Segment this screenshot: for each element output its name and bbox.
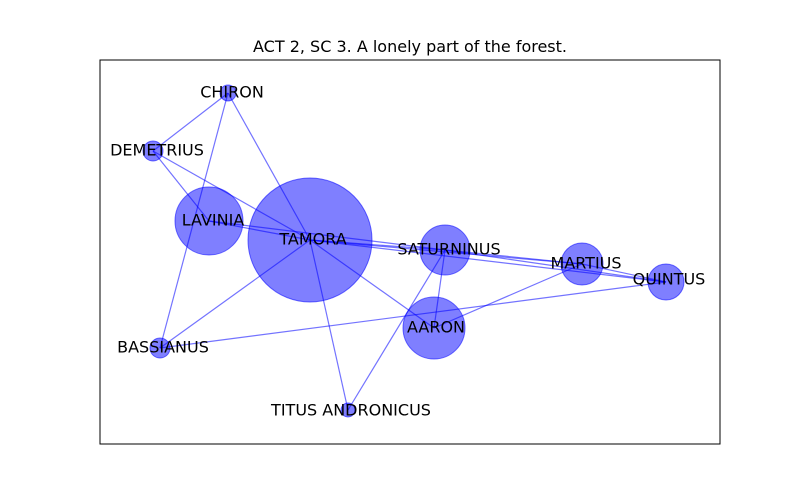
- plot-area: CHIRON DEMETRIUS LAVINIA TAMORA SATURNINUS MA…: [99, 59, 721, 445]
- node-label-bassianus: BASSIANUS: [117, 338, 209, 357]
- node-bassianus: [149, 337, 171, 359]
- node-tamora: [247, 177, 373, 303]
- node-label-saturninus: SATURNINUS: [397, 240, 500, 259]
- edge-saturninus-titus_andronicus: [347, 249, 446, 411]
- node-quintus: [647, 263, 685, 301]
- node-label-chiron: CHIRON: [200, 83, 264, 102]
- node-layer: [142, 84, 685, 418]
- edge-saturninus-quintus: [444, 249, 667, 283]
- label-layer: CHIRON DEMETRIUS LAVINIA TAMORA SATURNINUS MA…: [110, 83, 705, 420]
- node-label-demetrius: DEMETRIUS: [110, 141, 204, 160]
- node-label-quintus: QUINTUS: [633, 270, 706, 289]
- node-label-titus-andronicus: TITUS ANDRONICUS: [270, 401, 431, 420]
- node-aaron: [402, 296, 466, 360]
- node-label-aaron: AARON: [407, 318, 465, 337]
- node-saturninus: [419, 224, 471, 276]
- node-martius: [560, 242, 604, 286]
- edge-chiron-demetrius: [152, 92, 229, 152]
- node-titus-andronicus: [340, 402, 356, 418]
- node-lavinia: [174, 186, 244, 256]
- node-chiron: [219, 84, 237, 102]
- node-label-martius: MARTIUS: [550, 254, 621, 273]
- node-label-tamora: TAMORA: [278, 230, 346, 249]
- figure-title: ACT 2, SC 3. A lonely part of the forest…: [253, 37, 567, 56]
- node-label-lavinia: LAVINIA: [182, 211, 245, 230]
- node-demetrius: [142, 140, 164, 162]
- plot-frame: [99, 59, 721, 445]
